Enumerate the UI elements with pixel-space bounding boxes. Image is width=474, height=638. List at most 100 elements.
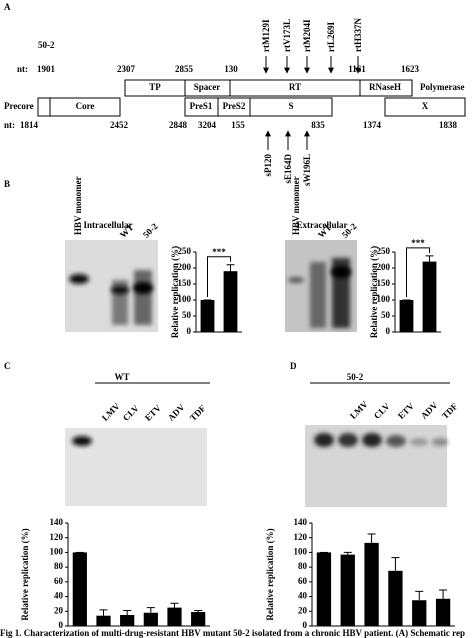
s-mutation: sP120 — [263, 154, 273, 177]
panel-label: B — [4, 179, 10, 189]
lane-label: ETV — [396, 400, 417, 421]
error-bar — [415, 590, 424, 601]
y-tick-label: 100 — [294, 546, 308, 556]
y-tick-label: 250 — [178, 246, 192, 256]
y-tick-label: 0 — [187, 326, 192, 336]
s-mutation: sE164D — [283, 154, 293, 184]
y-tick-label: 20 — [298, 605, 308, 615]
y-tick-label: 50 — [182, 310, 192, 320]
y-tick-label: 150 — [178, 278, 192, 288]
genome-map — [37, 56, 466, 384]
y-tick-label: 0 — [59, 620, 64, 630]
bar — [399, 300, 414, 332]
nt-position: 2307 — [117, 64, 136, 74]
bar — [200, 300, 215, 332]
error-bar — [99, 609, 108, 616]
rt-mutation: rtL269I — [326, 22, 336, 52]
y-tick-label: 200 — [178, 262, 192, 272]
domain-label: X — [422, 101, 429, 111]
nt-position: 1623 — [401, 64, 420, 74]
s-mutation: sW196L — [302, 154, 312, 186]
lane-label: ADV — [166, 402, 187, 423]
nt-label: nt: — [17, 64, 28, 74]
y-axis-label: Relative replication (%) — [20, 528, 30, 620]
gel-title: Extracellular — [297, 220, 348, 230]
y-tick-label: 250 — [377, 246, 391, 256]
polymerase-label: Polymerase — [420, 82, 464, 92]
y-axis-label: Relative replication (%) — [369, 246, 379, 338]
y-tick-label: 140 — [50, 517, 64, 527]
map-title: 50-2 — [38, 40, 55, 50]
y-tick-label: 120 — [294, 532, 308, 542]
domain-label: PreS1 — [190, 101, 213, 111]
error-bar — [367, 533, 376, 543]
nt-position: 2452 — [110, 120, 129, 130]
bar — [96, 615, 111, 626]
nt-position: 1814 — [20, 120, 39, 130]
y-tick-label: 60 — [54, 576, 64, 586]
error-bar — [391, 557, 400, 571]
nt-position: 3204 — [198, 120, 217, 130]
lane-label: ADV — [419, 400, 440, 421]
lane-label: LMV — [100, 401, 122, 423]
nt-position: 835 — [311, 120, 325, 130]
error-bar — [343, 551, 352, 555]
bar — [435, 598, 451, 626]
panel-label: D — [290, 361, 297, 371]
significance-bracket — [406, 247, 430, 297]
domain-label: S — [288, 101, 293, 111]
bar — [388, 570, 403, 626]
nt-position: 130 — [224, 64, 238, 74]
bar — [364, 542, 379, 626]
precore-label: Precore — [4, 101, 34, 111]
y-tick-label: 40 — [298, 591, 308, 601]
bar — [316, 552, 332, 626]
error-bar — [194, 610, 203, 613]
nt-position: 1901 — [37, 64, 56, 74]
rt-mutation: rtM129I — [261, 19, 271, 52]
y-tick-label: 50 — [381, 310, 391, 320]
bar — [422, 261, 437, 332]
bar — [167, 607, 182, 626]
bar — [223, 271, 238, 332]
error-bar — [439, 589, 448, 599]
nt-position: 2848 — [169, 120, 188, 130]
y-tick-label: 20 — [54, 605, 64, 615]
significance-label: *** — [411, 238, 425, 248]
y-tick-label: 150 — [377, 278, 391, 288]
caption: Fig 1. Characterization of multi-drug-re… — [0, 628, 465, 638]
nt-label: nt: — [4, 120, 15, 130]
domain-label: RT — [289, 82, 301, 92]
y-tick-label: 60 — [298, 576, 308, 586]
rt-mutation: rtV173L — [282, 19, 292, 52]
significance-bracket — [207, 256, 231, 297]
domain-label: Core — [76, 101, 95, 111]
y-tick-label: 0 — [303, 620, 308, 630]
y-axis-label: Relative replication (%) — [265, 528, 275, 620]
y-tick-label: 120 — [50, 532, 64, 542]
panel-label: C — [4, 361, 11, 371]
y-tick-label: 100 — [50, 546, 64, 556]
bar — [143, 612, 158, 626]
domain-label: Spacer — [194, 82, 221, 92]
error-bar — [226, 264, 235, 272]
y-tick-label: 40 — [54, 591, 64, 601]
y-tick-label: 140 — [294, 517, 308, 527]
domain-label: RNaseH — [369, 82, 401, 92]
error-bar — [146, 607, 155, 613]
nt-position: 155 — [231, 120, 245, 130]
y-tick-label: 100 — [178, 294, 192, 304]
bar — [72, 552, 87, 626]
y-axis-label: Relative replication (%) — [170, 246, 180, 338]
lane-label: 50-2 — [141, 221, 160, 240]
gel-images — [65, 240, 448, 507]
lane-label: HBV monomer — [291, 176, 301, 235]
lane-label: TDF — [188, 403, 208, 423]
error-bar — [425, 255, 434, 262]
gel-title: WT — [114, 372, 129, 382]
bar — [120, 614, 135, 626]
error-bar — [123, 610, 132, 615]
lane-label: TDF — [440, 401, 460, 421]
significance-label: *** — [212, 247, 226, 257]
